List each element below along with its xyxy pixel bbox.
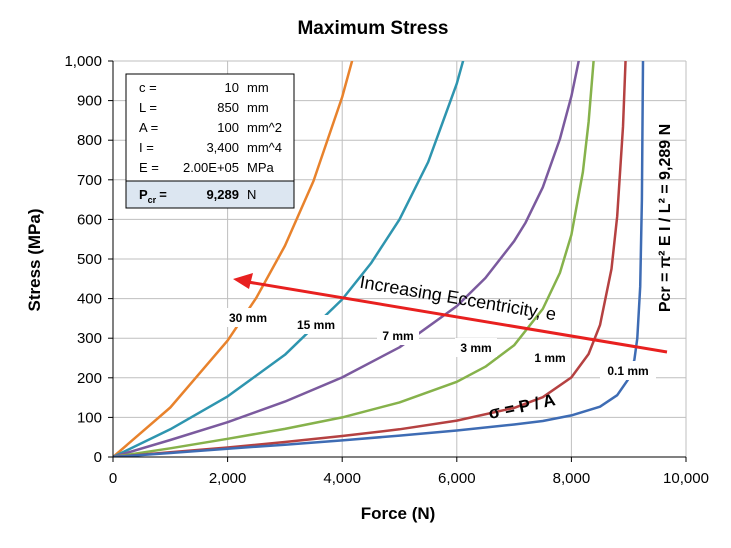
property-name: L = [139, 100, 157, 115]
y-tick-label: 100 [77, 409, 102, 426]
y-tick-label: 600 [77, 211, 102, 228]
property-unit: mm [247, 100, 269, 115]
series-label-bg [529, 348, 571, 367]
property-unit: mm [247, 80, 269, 95]
property-unit: mm^4 [247, 140, 282, 155]
series-label-bg [291, 315, 341, 334]
series-label-bg [223, 308, 273, 327]
pcr-formula-label: Pcr = π² E I / L² = 9,289 N [657, 124, 674, 312]
property-name: I = [139, 140, 154, 155]
series-labels: 30 mm 15 mm 7 mm 3 mm 1 mm 0.1 mm [223, 308, 656, 380]
y-tick-labels: 0 100 200 300 400 500 600 700 800 900 1,000 [64, 53, 102, 466]
axes [108, 60, 687, 462]
series-line-15-mm [113, 61, 465, 457]
x-tick-label: 0 [109, 470, 117, 487]
property-value: 10 [225, 80, 239, 95]
property-value: 850 [217, 100, 239, 115]
x-tick-labels: 0 2,000 4,000 6,000 8,000 10,000 [109, 470, 709, 487]
series-line-0-1-mm [113, 61, 645, 457]
pcr-name-sub: cr [148, 195, 157, 205]
series-label-bg [600, 361, 656, 380]
y-tick-label: 1,000 [64, 53, 102, 70]
series-label-3-mm: 3 mm [460, 341, 491, 355]
property-unit: MPa [247, 160, 275, 175]
y-tick-label: 500 [77, 251, 102, 268]
property-name: E = [139, 160, 159, 175]
arrow-head [233, 273, 253, 289]
series-line-30-mm [113, 61, 354, 457]
series-group [113, 61, 645, 457]
pcr-row-highlight [125, 180, 295, 209]
series-line-7-mm [113, 61, 580, 457]
property-unit: mm^2 [247, 120, 282, 135]
x-tick-label: 6,000 [438, 470, 476, 487]
x-tick-label: 8,000 [553, 470, 591, 487]
series-label-bg [455, 338, 497, 357]
series-label-15-mm: 15 mm [297, 318, 335, 332]
arrow-shaft [247, 280, 668, 354]
series-line-3-mm [113, 61, 595, 457]
x-tick-label: 2,000 [209, 470, 247, 487]
series-line-1-mm [113, 61, 627, 457]
y-tick-label: 900 [77, 93, 102, 110]
series-label-30-mm: 30 mm [229, 311, 267, 325]
property-value: 2.00E+05 [183, 160, 239, 175]
property-rows: c = 10 mm L = 850 mm A = 100 mm^2 I = 3,400 mm^4 E =… [139, 80, 282, 175]
x-axis-label: Force (N) [361, 504, 436, 523]
y-tick-label: 800 [77, 132, 102, 149]
y-tick-label: 0 [94, 449, 102, 466]
pcr-row-value: 9,289 [206, 187, 239, 202]
series-label-bg [377, 326, 419, 345]
property-name: c = [139, 80, 157, 95]
series-label-7-mm: 7 mm [382, 329, 413, 343]
y-tick-label: 400 [77, 291, 102, 308]
pcr-name-eq: = [159, 187, 167, 202]
series-label-1-mm: 1 mm [534, 351, 565, 365]
y-tick-label: 700 [77, 172, 102, 189]
y-tick-label: 200 [77, 370, 102, 387]
x-tick-label: 10,000 [663, 470, 709, 487]
series-label-0-1-mm: 0.1 mm [607, 364, 648, 378]
property-value: 3,400 [206, 140, 239, 155]
property-value: 100 [217, 120, 239, 135]
x-tick-label: 4,000 [323, 470, 361, 487]
y-tick-label: 300 [77, 330, 102, 347]
chart-title: Maximum Stress [297, 18, 448, 39]
pcr-row-unit: N [247, 187, 256, 202]
y-axis-label: Stress (MPa) [25, 209, 44, 312]
pcr-name-main: P [139, 187, 148, 202]
property-name: A = [139, 120, 158, 135]
properties-table: c = 10 mm L = 850 mm A = 100 mm^2 I = 3,400 mm^4 E =… [125, 73, 295, 209]
pcr-row-name: Pcr = [139, 187, 167, 205]
